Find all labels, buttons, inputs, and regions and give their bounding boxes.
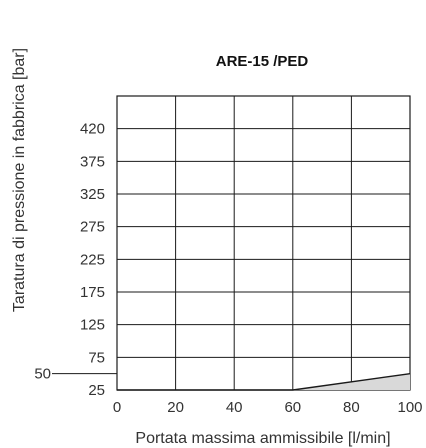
x-tick-label: 80	[343, 399, 360, 416]
y-tick-label: 275	[80, 219, 105, 236]
series-line	[117, 372, 411, 391]
x-tick-label: 100	[397, 399, 422, 416]
x-tick-label: 40	[226, 399, 243, 416]
series-area	[117, 373, 410, 390]
y-tick-label: 125	[80, 317, 105, 334]
x-tick-label: 0	[113, 399, 121, 416]
x-axis-ticks: 0 20 40 60 80 100	[113, 399, 423, 416]
y-tick-label: 175	[80, 284, 105, 301]
x-tick-label: 60	[284, 399, 301, 416]
y-tick-label: 75	[88, 349, 105, 366]
x-axis-title: Portata massima ammissibile [l/min]	[135, 430, 390, 447]
chart-title: ARE-15 /PED	[216, 53, 309, 70]
grid	[52, 95, 411, 391]
y-tick-label: 225	[80, 251, 105, 268]
y-axis-title: Taratura di pressione in fabbrica [bar]	[11, 48, 28, 312]
y-tick-label: 375	[80, 153, 105, 170]
plot-frame	[116, 95, 411, 391]
y-marker-50-label: 50	[34, 366, 51, 383]
y-tick-label: 325	[80, 186, 105, 203]
y-axis-ticks: 25 75 125 175 225 275 325 375 420 50	[34, 121, 105, 399]
x-tick-label: 20	[167, 399, 184, 416]
y-tick-label: 420	[80, 121, 105, 138]
y-tick-label: 25	[88, 382, 105, 399]
data-series	[117, 372, 411, 391]
